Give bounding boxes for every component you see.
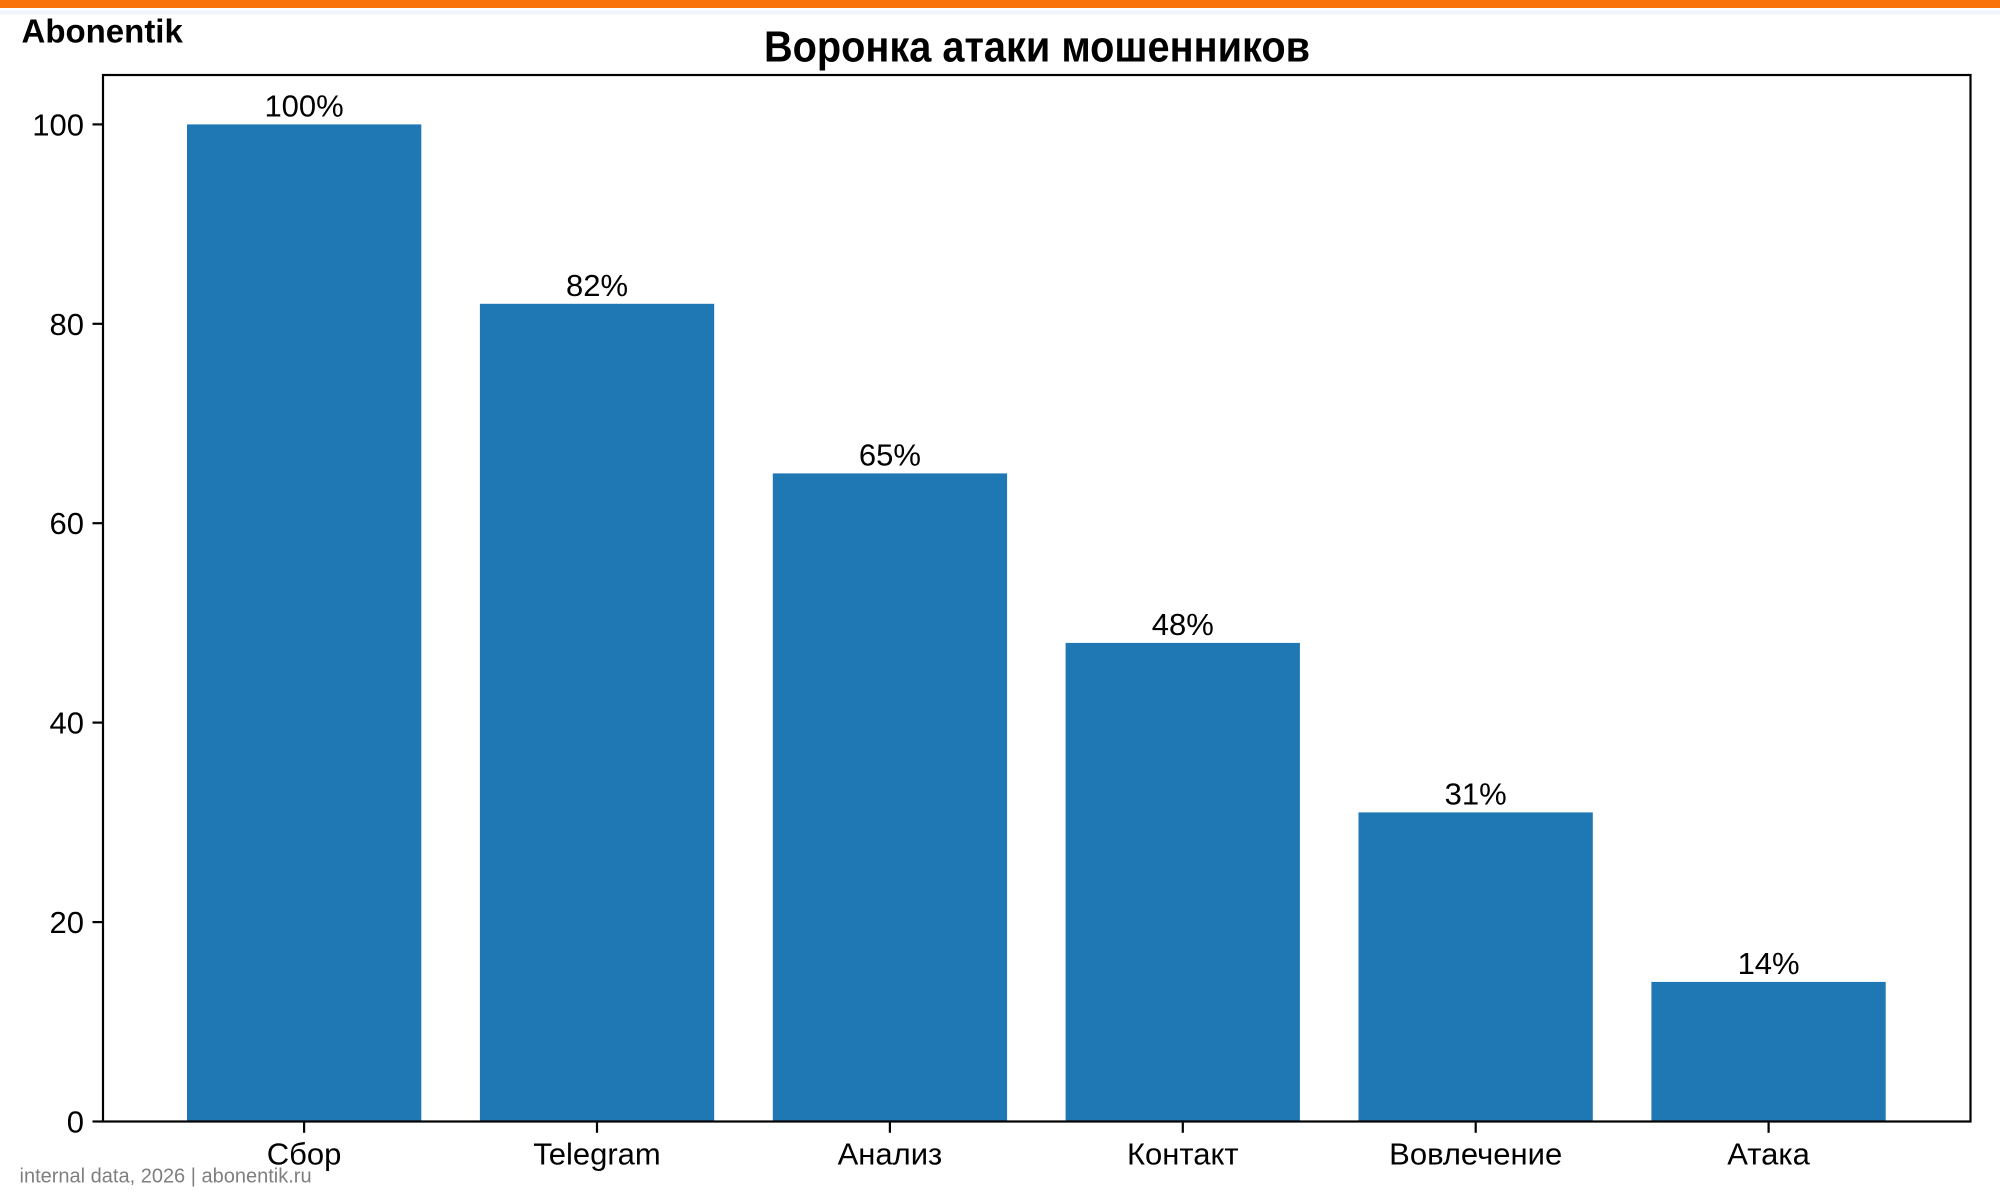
svg-text:20: 20 [50,905,84,940]
svg-text:Контакт: Контакт [1127,1137,1239,1172]
svg-text:80: 80 [50,307,84,342]
svg-text:65%: 65% [859,437,921,472]
svg-text:Атака: Атака [1727,1137,1810,1172]
svg-text:82%: 82% [566,268,628,303]
svg-text:Вовлечение: Вовлечение [1389,1137,1562,1172]
svg-text:100%: 100% [264,88,343,123]
svg-text:60: 60 [50,506,84,541]
svg-text:0: 0 [67,1105,84,1140]
svg-text:Telegram: Telegram [533,1137,661,1172]
svg-text:internal data, 2026 | abonenti: internal data, 2026 | abonentik.ru [20,1166,312,1188]
svg-text:Воронка атаки мошенников: Воронка атаки мошенников [764,22,1310,71]
svg-text:40: 40 [50,706,84,741]
svg-text:Abonentik: Abonentik [22,13,184,50]
svg-text:14%: 14% [1738,946,1800,981]
svg-text:48%: 48% [1152,607,1214,642]
svg-text:Анализ: Анализ [838,1137,943,1172]
svg-text:31%: 31% [1445,776,1507,811]
svg-text:100: 100 [32,107,84,142]
svg-text:Сбор: Сбор [267,1137,342,1172]
